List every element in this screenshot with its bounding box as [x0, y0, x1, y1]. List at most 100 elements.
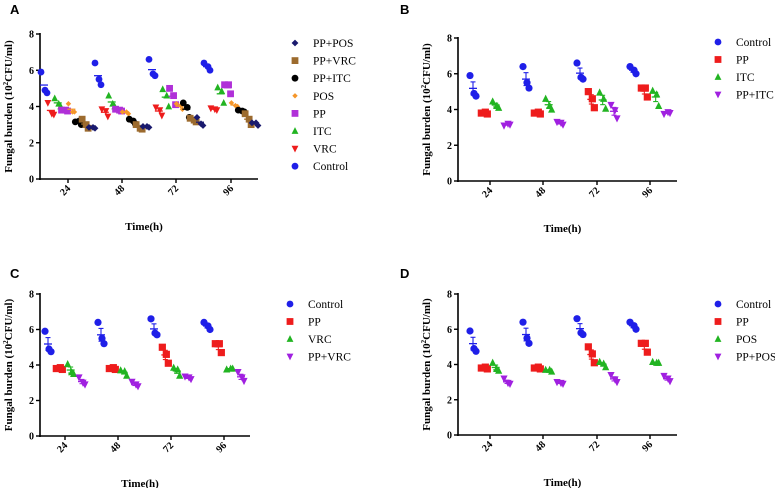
legend-label: PP	[736, 317, 749, 329]
data-point	[607, 101, 615, 110]
y-tick-label: 2	[29, 138, 34, 149]
data-point	[173, 101, 180, 107]
y-axis-title-main: Fungal burden (10	[421, 343, 433, 431]
data-point	[109, 99, 117, 107]
legend-marker	[292, 93, 298, 99]
data-point	[211, 340, 219, 348]
data-point	[470, 89, 478, 98]
y-tick-label: 6	[29, 325, 34, 336]
data-point	[102, 108, 110, 115]
data-point	[128, 378, 136, 386]
data-point	[590, 104, 598, 112]
data-point	[95, 75, 103, 83]
data-point	[238, 374, 246, 382]
series-itc	[489, 86, 663, 113]
legend-marker	[291, 39, 299, 47]
data-point	[241, 110, 249, 118]
legend: PP+POS PP+VRC PP+ITC POS PP ITC VRC Control	[291, 38, 356, 173]
legend-marker	[291, 57, 299, 64]
data-point	[252, 119, 260, 127]
legend-marker	[291, 127, 299, 134]
legend-marker	[291, 162, 299, 170]
x-tick-label: 24	[480, 185, 495, 200]
data-point	[584, 343, 592, 351]
data-point	[643, 348, 651, 356]
y-tick-label: 2	[447, 395, 452, 406]
y-tick-label: 6	[447, 325, 452, 336]
data-point	[94, 318, 102, 326]
data-point	[218, 87, 226, 94]
data-point	[643, 93, 651, 101]
legend-marker	[291, 74, 299, 82]
data-point	[613, 115, 621, 123]
data-point	[500, 375, 508, 383]
x-tick-label: 96	[640, 439, 655, 454]
y-axis-title-unit: CFU/ml)	[421, 43, 433, 85]
data-point	[596, 88, 604, 96]
data-point	[78, 115, 86, 123]
data-point	[147, 315, 155, 323]
series-pp	[477, 84, 651, 118]
x-tick-label: 48	[112, 183, 127, 198]
data-point	[637, 84, 645, 92]
data-point	[165, 102, 173, 110]
data-point	[660, 372, 668, 381]
data-point	[132, 121, 140, 129]
series-pp-pos	[500, 371, 674, 388]
x-axis-title: Time(h)	[125, 221, 163, 233]
series-pos	[65, 100, 241, 117]
data-point	[112, 105, 119, 113]
data-point	[105, 91, 113, 99]
data-point	[466, 71, 474, 80]
data-point	[179, 99, 187, 107]
y-tick-label: 8	[447, 34, 452, 45]
y-tick-label: 2	[29, 396, 34, 407]
data-point	[158, 343, 166, 351]
series-pp	[477, 339, 651, 373]
legend-label: POS	[736, 334, 757, 346]
legend-label: PP	[736, 55, 749, 67]
legend-marker	[286, 318, 294, 325]
x-tick-label: 24	[480, 439, 495, 454]
y-axis-title-unit: CFU/ml)	[3, 298, 15, 340]
data-point	[199, 122, 207, 129]
data-point	[69, 109, 76, 115]
series-pp-itc	[500, 101, 674, 130]
data-point	[75, 374, 83, 382]
y-axis-title-main: Fungal burden (10	[3, 85, 15, 173]
data-point	[577, 329, 585, 337]
legend-label: Control	[313, 161, 348, 173]
y-tick-label: 4	[29, 361, 34, 372]
data-point	[546, 101, 554, 110]
legend-marker	[291, 110, 299, 117]
y-tick-label: 8	[29, 290, 34, 301]
series-pp-vrc	[75, 369, 248, 391]
y-axis-title: Fungal burden (102CFU/ml)	[2, 40, 15, 173]
legend-marker	[286, 335, 294, 342]
legend: Control PP VRC PP+VRC	[286, 299, 351, 364]
series-vrc	[44, 99, 221, 121]
data-point	[123, 371, 131, 379]
x-tick-label: 48	[108, 440, 123, 455]
data-point	[653, 90, 661, 98]
panel-label: B	[400, 2, 409, 17]
series-vrc	[64, 360, 237, 379]
series-pos	[489, 357, 663, 375]
legend-marker	[714, 300, 722, 308]
x-axis-title: Time(h)	[121, 478, 159, 488]
data-point	[590, 359, 598, 367]
legend-marker	[714, 38, 722, 46]
y-axis-title-superscript: 2	[2, 81, 10, 85]
x-axis-title: Time(h)	[544, 223, 582, 235]
data-point	[145, 55, 153, 63]
x-tick-label: 96	[214, 440, 229, 455]
data-point	[466, 327, 474, 335]
legend-label: VRC	[313, 144, 337, 156]
data-point	[104, 113, 112, 121]
y-axis-title-main: Fungal burden (10	[421, 88, 433, 176]
x-tick-label: 72	[166, 183, 181, 198]
